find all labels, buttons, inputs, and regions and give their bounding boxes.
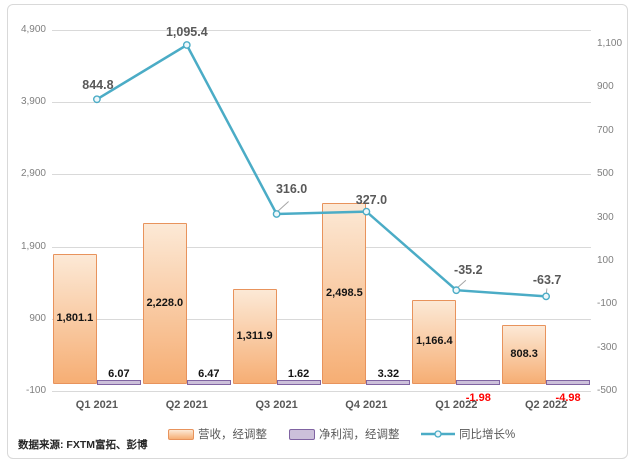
right-axis-tick-label: 100	[597, 254, 614, 266]
growth-line-marker	[182, 41, 191, 49]
revenue-bar-label: 1,311.9	[236, 329, 273, 342]
growth-line-label: 327.0	[355, 192, 388, 207]
growth-line-label: 1,095.4	[165, 25, 208, 39]
gridline	[52, 174, 591, 176]
legend-line-marker	[434, 430, 442, 438]
growth-line-label: -35.2	[454, 263, 483, 278]
gridline	[52, 30, 591, 31]
revenue-bar	[232, 289, 277, 384]
legend-label: 同比增长%	[459, 429, 516, 441]
growth-line-marker	[542, 292, 550, 301]
revenue-bar-label: 2,498.5	[326, 286, 363, 299]
net-profit-bar-label: 3.32	[377, 368, 400, 380]
label-leader-line	[277, 201, 289, 212]
growth-line-label: 844.8	[82, 78, 114, 93]
category-label: Q1 2021	[75, 399, 118, 411]
legend-item: 净利润，经调整	[289, 426, 400, 442]
left-axis-tick-label: 3,900	[20, 96, 46, 108]
net-profit-bar-label: -4.98	[555, 392, 581, 404]
growth-line-marker	[452, 286, 461, 295]
left-axis-tick-label: 900	[29, 312, 46, 324]
left-axis-tick-label: 2,900	[20, 168, 46, 180]
gridline	[52, 391, 591, 392]
growth-line-legend-icon	[421, 430, 455, 438]
right-axis-tick-label: -500	[597, 385, 618, 396]
gridline	[52, 102, 591, 104]
right-axis-tick-label: 900	[597, 81, 614, 93]
revenue-legend-swatch-icon	[168, 428, 194, 440]
gridline	[52, 318, 591, 320]
legend-item: 营收，经调整	[168, 426, 267, 442]
net-profit-bar	[186, 380, 231, 385]
label-leader-line	[457, 279, 467, 289]
revenue-bar-label: 808.3	[510, 347, 538, 360]
left-axis-tick-label: -100	[25, 385, 46, 396]
source-note: 数据来源: FXTM富拓、彭博	[18, 439, 148, 451]
revenue-bar	[502, 325, 547, 384]
category-label: Q2 2022	[524, 399, 568, 411]
right-axis-tick-label: 1,100	[597, 38, 623, 49]
net-profit-bar-label: 6.47	[198, 368, 220, 380]
growth-line-label: 316.0	[275, 182, 308, 196]
net-profit-bar	[546, 380, 591, 385]
revenue-bar-label: 2,228.0	[146, 296, 184, 309]
net-profit-bar-label: 6.07	[108, 368, 130, 380]
net-profit-bar	[96, 380, 141, 385]
right-axis-tick-label: -300	[597, 341, 618, 353]
revenue-bar	[412, 299, 457, 384]
category-label: Q1 2022	[435, 399, 478, 411]
left-axis-tick-label: 1,900	[20, 240, 46, 252]
label-leader-line	[545, 288, 548, 295]
revenue-bar	[52, 253, 97, 384]
legend-item: 同比增长%	[421, 426, 515, 442]
legend-label: 营收，经调整	[198, 429, 267, 441]
net-profit-bar	[366, 380, 411, 385]
net-profit-legend-swatch-icon	[289, 428, 315, 440]
legend-label: 净利润，经调整	[319, 429, 400, 441]
right-axis-tick-label: 700	[597, 124, 614, 136]
right-axis-tick-label: 300	[597, 211, 614, 223]
revenue-bar-label: 1,166.4	[415, 334, 453, 347]
left-axis-tick-label: 4,900	[20, 24, 46, 35]
category-label: Q3 2021	[255, 399, 298, 411]
right-axis-tick-label: 500	[597, 168, 614, 180]
category-label: Q4 2021	[345, 399, 388, 411]
revenue-bar-label: 1,801.1	[56, 311, 94, 324]
net-profit-bar-label: -1.98	[465, 392, 491, 404]
net-profit-bar	[456, 380, 501, 385]
right-axis-tick-label: -100	[597, 298, 618, 310]
growth-line-label: -63.7	[532, 273, 562, 288]
net-profit-bar-label: 1.62	[287, 368, 310, 380]
net-profit-bar	[276, 380, 321, 385]
growth-line-marker	[272, 210, 281, 218]
category-label: Q2 2021	[165, 399, 208, 411]
